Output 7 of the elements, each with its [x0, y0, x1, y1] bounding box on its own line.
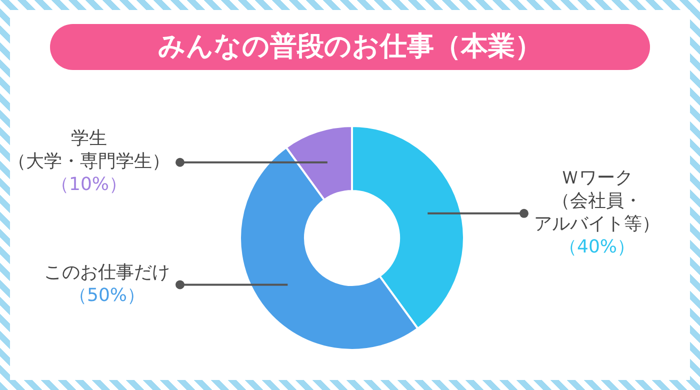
slice-label: このお仕事だけ: [44, 262, 170, 283]
data-label: （50%）: [68, 284, 146, 306]
data-label: （40%）: [558, 236, 636, 258]
chart-title: みんなの普段のお仕事（本業）: [50, 24, 650, 70]
slice-label: Ｗワーク（会社員・アルバイト等）: [534, 168, 660, 235]
slice-label: 学生（大学・専門学生）: [8, 128, 170, 172]
data-label: （10%）: [50, 174, 128, 196]
